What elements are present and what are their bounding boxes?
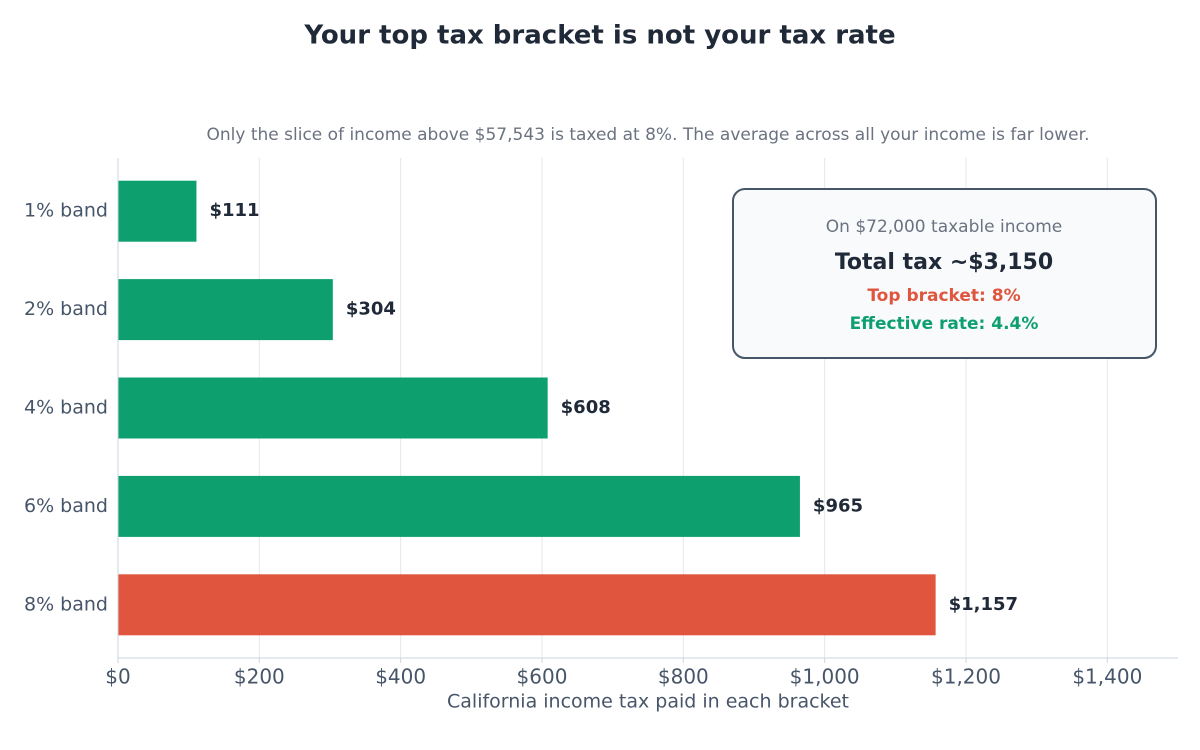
bar (118, 574, 936, 636)
annotation-box: On $72,000 taxable income Total tax ~$3,… (732, 188, 1157, 359)
bar (118, 279, 333, 341)
x-tick-label: $1,200 (931, 665, 1001, 689)
annotation-text: Effective rate: 4.4% (850, 314, 1039, 334)
chart-subtitle: Only the slice of income above $57,543 i… (207, 125, 1090, 145)
x-tick-label: $400 (375, 665, 426, 689)
y-tick-label: 2% band (24, 298, 108, 320)
x-tick-label: $0 (105, 665, 130, 689)
value-label: $304 (346, 299, 396, 320)
y-tick-label: 4% band (24, 397, 108, 419)
x-tick-label: $200 (234, 665, 285, 689)
x-tick-label: $1,000 (790, 665, 860, 689)
x-tick-label: $800 (658, 665, 709, 689)
annotation-text: Top bracket: 8% (867, 286, 1020, 306)
x-tick-label: $600 (517, 665, 568, 689)
value-label: $965 (813, 495, 863, 516)
bar (118, 180, 197, 242)
annotation-text: On $72,000 taxable income (826, 217, 1062, 237)
annotation-text: Total tax ~$3,150 (835, 250, 1053, 275)
x-tick-label: $1,400 (1072, 665, 1142, 689)
y-tick-label: 8% band (24, 593, 108, 615)
value-label: $1,157 (949, 594, 1018, 615)
value-label: $111 (209, 200, 259, 221)
x-axis-label: California income tax paid in each brack… (447, 691, 849, 713)
bar (118, 377, 548, 439)
bar (118, 475, 800, 537)
y-tick-label: 1% band (24, 200, 108, 222)
value-label: $608 (561, 397, 611, 418)
chart-title: Your top tax bracket is not your tax rat… (303, 21, 895, 51)
y-tick-label: 6% band (24, 495, 108, 517)
bars: $111 $304 $608 $965 $1,157 (118, 180, 1018, 636)
annotation-frame (732, 188, 1157, 359)
